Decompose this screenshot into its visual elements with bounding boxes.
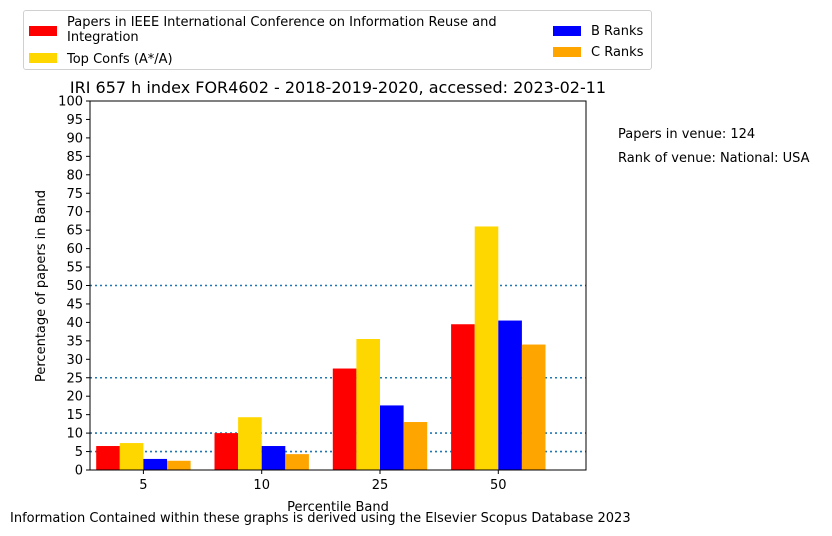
y-tick-label: 100 <box>58 95 83 110</box>
bar-c-5 <box>167 460 191 470</box>
legend-swatch-c-ranks <box>553 47 581 57</box>
bar-c-25 <box>403 422 428 470</box>
y-tick-label: 40 <box>66 316 83 331</box>
legend: Papers in IEEE International Conference … <box>23 10 652 70</box>
x-tick-label: 10 <box>253 478 270 493</box>
bar-papers-25 <box>332 368 357 470</box>
y-tick-label: 75 <box>66 187 83 202</box>
footer-source-note: Information Contained within these graph… <box>10 511 631 526</box>
y-tick-label: 65 <box>66 224 83 239</box>
y-tick-label: 20 <box>66 390 83 405</box>
legend-label-c-ranks: C Ranks <box>591 45 644 60</box>
rank-of-venue-note: Rank of venue: National: USA <box>618 151 810 166</box>
legend-swatch-b-ranks <box>553 26 581 36</box>
bar-top-10 <box>238 417 262 470</box>
bar-b-10 <box>261 446 286 470</box>
bar-c-10 <box>285 454 309 470</box>
x-tick-label: 25 <box>372 478 389 493</box>
x-tick-label: 5 <box>139 478 147 493</box>
y-tick-label: 55 <box>66 261 83 276</box>
x-axis-label: Percentile Band <box>287 500 389 515</box>
y-axis: 0 5 10 15 20 25 30 35 40 45 50 55 60 65 70 75 80 85 90 95 10… <box>58 95 90 479</box>
plot-frame <box>89 100 587 471</box>
bars <box>96 226 546 470</box>
x-tick-label: 50 <box>490 478 507 493</box>
y-tick-label: 10 <box>66 427 83 442</box>
y-tick-label: 90 <box>66 131 83 146</box>
chart-title: IRI 657 h index FOR4602 - 2018-2019-2020… <box>70 78 606 97</box>
legend-swatch-venue <box>29 26 57 36</box>
y-tick-label: 50 <box>66 279 83 294</box>
bar-b-50 <box>498 320 522 470</box>
bar-b-25 <box>380 405 404 470</box>
bar-papers-50 <box>451 324 475 470</box>
y-tick-label: 15 <box>66 408 83 423</box>
y-tick-label: 70 <box>66 205 83 220</box>
bar-top-5 <box>119 443 144 470</box>
y-axis-label: Percentage of papers in Band <box>34 190 49 382</box>
y-tick-label: 5 <box>75 445 83 460</box>
y-tick-label: 80 <box>66 168 83 183</box>
legend-label-b-ranks: B Ranks <box>591 24 644 39</box>
legend-swatch-top-confs <box>29 53 57 63</box>
legend-label-top-confs: Top Confs (A*/A) <box>67 52 173 67</box>
bar-papers-5 <box>96 446 120 470</box>
y-tick-label: 95 <box>66 113 83 128</box>
y-tick-label: 60 <box>66 242 83 257</box>
y-tick-label: 0 <box>75 464 83 479</box>
bar-top-25 <box>356 339 380 470</box>
y-tick-label: 45 <box>66 297 83 312</box>
papers-in-venue-note: Papers in venue: 124 <box>618 127 756 142</box>
legend-label-venue: Papers in IEEE International Conference … <box>67 15 497 45</box>
y-tick-label: 30 <box>66 353 83 368</box>
x-axis: 5 10 25 50 <box>139 470 507 493</box>
y-tick-label: 35 <box>66 334 83 349</box>
bar-papers-10 <box>214 433 239 470</box>
bar-b-5 <box>143 458 167 470</box>
y-tick-label: 25 <box>66 371 83 386</box>
y-tick-label: 85 <box>66 150 83 165</box>
bar-top-50 <box>474 226 499 470</box>
bar-c-50 <box>521 344 546 470</box>
